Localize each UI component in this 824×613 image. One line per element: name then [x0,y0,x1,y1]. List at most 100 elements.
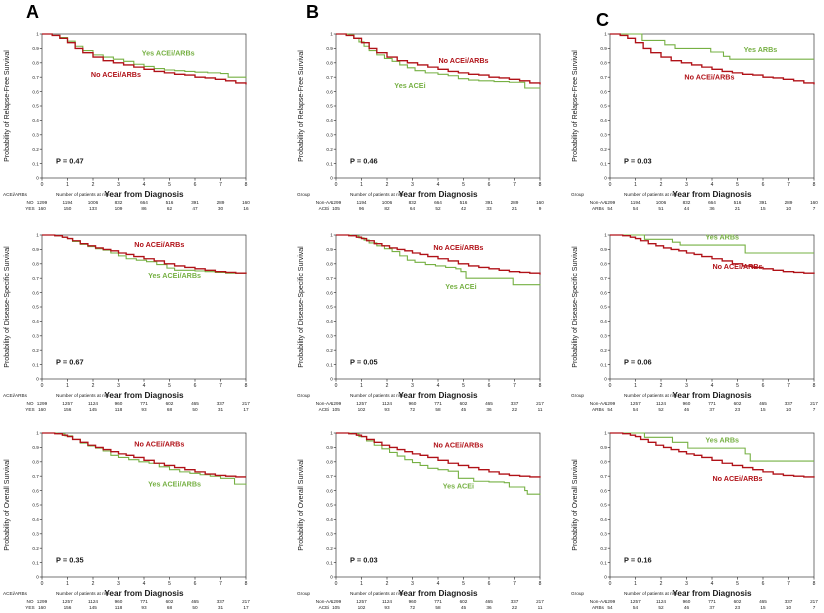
x-axis-title: Year from Diagnosis [672,589,752,598]
y-tick-label: 0.4 [32,118,39,123]
y-tick-label: 0.3 [326,334,333,339]
y-tick-label: 0.1 [326,161,333,166]
at-risk-value: 47 [192,206,198,211]
at-risk-value: 465 [485,401,493,406]
y-tick-label: 0.8 [32,262,39,267]
at-risk-value: 133 [89,206,97,211]
km-plot-b-overall: 0 0.1 0.2 0.3 0.4 0.5 0.6 0.7 0.8 0.9 1 0 1 2 3 4 5 6 7 8 Pr… [294,419,572,613]
at-risk-group-header: Group [571,192,584,197]
y-tick-label: 0.2 [326,147,333,152]
at-risk-caption: Number of patients at risk [56,591,110,596]
at-risk-row-label: ARBs [592,605,605,610]
at-risk-value: 86 [141,206,147,211]
at-risk-value: 391 [485,200,493,205]
y-tick-label: 0.1 [600,362,607,367]
at-risk-value: 1006 [88,200,99,205]
at-risk-value: 93 [384,407,390,412]
y-tick-label: 0.6 [32,488,39,493]
y-tick-label: 0.5 [326,305,333,310]
at-risk-value: 465 [191,401,199,406]
at-risk-value: 68 [167,605,173,610]
p-value: P = 0.03 [350,556,378,565]
at-risk-value: 217 [810,599,818,604]
at-risk-value: 31 [218,407,224,412]
x-tick-label: 1 [634,581,637,587]
at-risk-value: 62 [167,206,173,211]
at-risk-value: 337 [785,599,793,604]
y-tick-label: 0.3 [32,133,39,138]
at-risk-row-label: Non-AA [316,200,333,205]
y-tick-label: 0.9 [600,247,607,252]
at-risk-value: 54 [607,605,613,610]
at-risk-value: 391 [759,200,767,205]
y-tick-label: 0.5 [326,104,333,109]
at-risk-value: 68 [167,407,173,412]
km-chart-svg: 00.10.20.30.40.50.60.70.80.910 1 2 3 4 5 6 7 8Pr… [571,232,818,412]
at-risk-value: 45 [461,605,467,610]
y-tick-label: 0.4 [600,118,607,123]
at-risk-value: 1124 [88,401,98,406]
y-tick-label: 0.2 [326,546,333,551]
p-value: P = 0.06 [624,358,652,367]
y-tick-label: 0 [604,377,607,382]
at-risk-value: 31 [218,605,224,610]
p-value: P = 0.46 [350,157,378,166]
at-risk-value: 1257 [630,401,641,406]
at-risk-row-label: YES [25,407,34,412]
x-tick-label: 2 [386,383,389,389]
y-tick-label: 0.5 [32,503,39,508]
x-tick-label: 5 [462,383,465,389]
at-risk-value: 960 [115,401,123,406]
at-risk-value: 118 [115,407,123,412]
at-risk-row-label: YES [25,206,34,211]
x-tick-label: 8 [539,581,542,587]
y-tick-label: 0.3 [32,334,39,339]
at-risk-value: 160 [536,200,544,205]
x-tick-label: 7 [219,383,222,389]
x-tick-label: 3 [117,383,120,389]
x-tick-label: 0 [335,182,338,188]
y-tick-label: 0.4 [600,517,607,522]
x-tick-label: 1 [360,182,363,188]
at-risk-value: 17 [243,407,249,412]
at-risk-value: 11 [538,407,543,412]
x-tick-label: 3 [411,383,414,389]
y-tick-label: 0 [330,176,333,181]
y-tick-label: 0.5 [600,503,607,508]
at-risk-value: 160 [38,605,46,610]
at-risk-value: 664 [140,200,148,205]
y-axis-title: Probability of Relapse-Free Survival [298,50,305,162]
curve-label: Yes ARBs [744,45,778,54]
y-tick-label: 0.3 [326,133,333,138]
x-axis-title: Year from Diagnosis [104,589,184,598]
y-tick-label: 0.4 [600,319,607,324]
x-tick-label: 5 [168,581,171,587]
at-risk-group-header: Group [297,192,310,197]
at-risk-value: 1299 [37,599,48,604]
at-risk-value: 337 [511,599,519,604]
x-tick-label: 7 [787,383,790,389]
x-axis-title: Year from Diagnosis [398,190,478,199]
x-axis-title: Year from Diagnosis [104,391,184,400]
x-tick-label: 4 [437,383,440,389]
at-risk-value: 771 [140,401,148,406]
y-tick-label: 0.1 [32,362,39,367]
at-risk-caption: Number of patients at risk [350,393,404,398]
at-risk-value: 516 [166,200,174,205]
y-tick-label: 1 [604,32,607,37]
y-tick-label: 0.8 [600,61,607,66]
survival-curve-no-group [610,432,815,478]
at-risk-value: 54 [607,407,613,412]
at-risk-value: 516 [460,200,468,205]
x-tick-label: 1 [66,581,69,587]
p-value: P = 0.03 [624,157,652,166]
x-tick-label: 3 [685,182,688,188]
y-tick-label: 1 [604,233,607,238]
x-tick-label: 1 [66,383,69,389]
x-tick-label: 0 [609,581,612,587]
curve-label: Yes ACEi [394,81,425,90]
at-risk-value: 46 [684,407,690,412]
at-risk-row-label: NO [26,200,33,205]
y-tick-label: 0.8 [32,460,39,465]
at-risk-group-header: ACEi/ARBs [3,393,28,398]
